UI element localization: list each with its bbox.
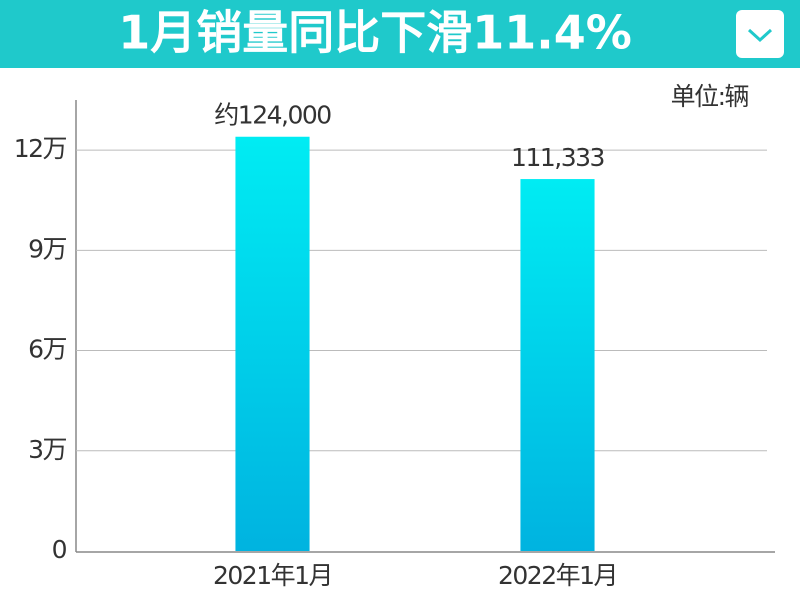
x-tick-label: 2022年1月 — [498, 561, 617, 590]
dropdown-button[interactable] — [736, 10, 784, 58]
bar — [520, 179, 595, 551]
y-tick-label: 0 — [52, 535, 67, 564]
bar — [235, 136, 310, 551]
y-tick-label: 6万 — [28, 335, 66, 364]
x-tick-label: 2021年1月 — [213, 561, 332, 590]
y-tick-label: 12万 — [14, 134, 67, 163]
y-tick-label: 3万 — [28, 435, 66, 464]
header — [0, 0, 800, 68]
value-label: 约124,000 — [214, 101, 331, 130]
unit-label: 单位:辆 — [671, 82, 749, 111]
y-tick-label: 9万 — [28, 234, 66, 263]
chart-title: 1月销量同比下滑11.4% — [118, 6, 632, 60]
value-label: 111,333 — [511, 143, 604, 172]
